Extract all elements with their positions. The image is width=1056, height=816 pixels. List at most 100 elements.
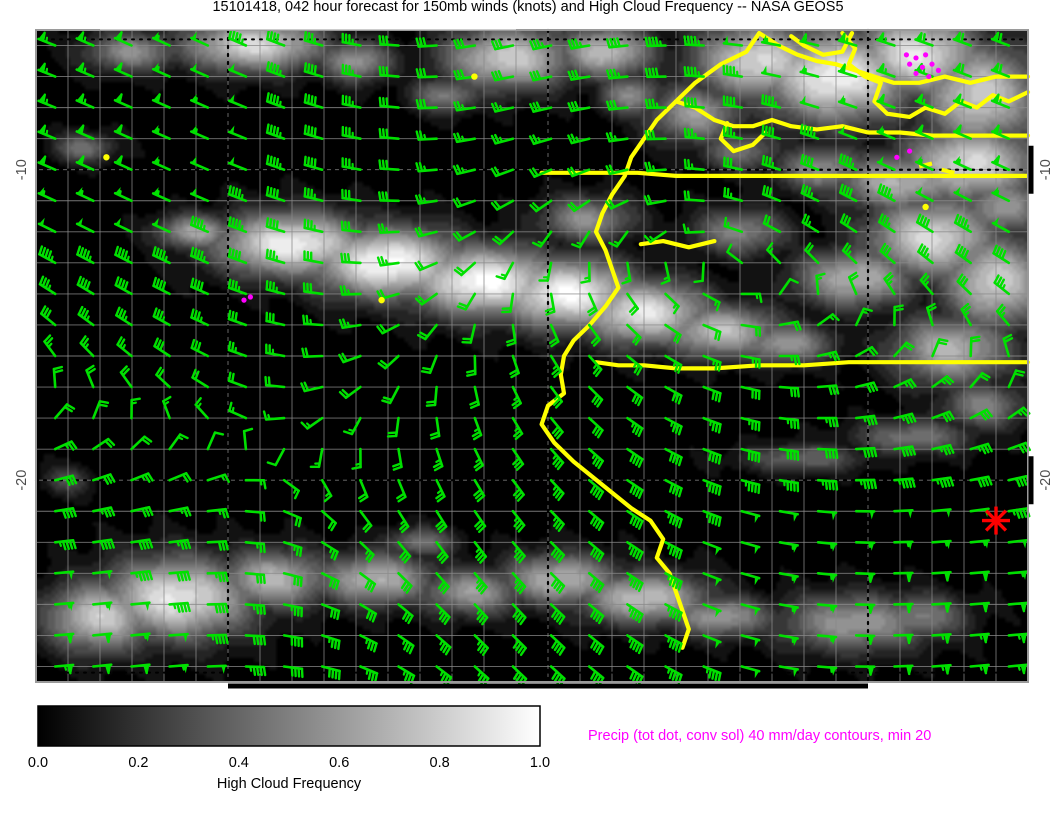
wind-barb [990,62,1011,78]
wind-barb [702,509,722,527]
wind-barb [392,447,403,471]
wind-barb [549,385,564,409]
wind-barb [152,246,171,265]
wind-barb [435,478,446,503]
wind-barb [876,155,896,171]
wind-barb [491,70,515,82]
wind-barb [854,381,879,393]
wind-barb [1007,601,1029,613]
wind-barb [397,509,410,534]
wind-barb [914,93,934,109]
wind-barb [702,540,722,556]
wind-barb [816,447,839,460]
wind-barb [75,31,95,47]
wind-barb [92,400,110,420]
wind-barb [854,571,876,583]
wind-barb [303,62,324,78]
wind-barb [876,93,896,109]
wind-barb [626,603,644,624]
wind-barb [549,509,565,532]
wind-barb [339,285,362,296]
wind-barb [799,33,820,47]
wind-barb [626,323,642,346]
wind-barb [265,61,286,78]
wind-barb [760,34,782,47]
wind-barb [376,255,400,267]
wind-barb [341,125,362,140]
wind-barb [473,509,487,534]
wind-barb [511,571,527,595]
wind-barb [265,311,286,327]
wind-barb [415,98,438,110]
wind-barb [854,307,873,327]
wind-barb [529,38,553,51]
wind-barb [816,384,840,396]
wind-barb [664,447,683,467]
wind-barb [740,323,762,338]
precip-legend-text: Precip (tot dot, conv sol) 40 mm/day con… [588,728,931,744]
wind-barb [282,509,302,528]
wind-barb [189,246,210,265]
wind-barb [567,199,591,213]
wind-barb [531,230,553,248]
wind-barb [549,603,566,625]
wind-barb [206,473,231,484]
wind-barb [227,125,248,140]
wind-barb [303,124,324,140]
wind-barb [130,397,141,420]
wind-barb [893,602,914,614]
wind-barb [548,323,560,348]
wind-barb [92,632,113,644]
wind-barb [893,378,917,389]
precip-dots [241,52,942,303]
wind-barb [893,445,917,457]
wind-barb [227,156,248,171]
wind-barb [397,634,415,655]
wind-barb [490,102,515,113]
wind-barb [626,416,644,438]
wind-barb [397,540,412,564]
wind-barb [341,188,362,203]
wind-barb [490,199,515,211]
wind-barb [320,540,339,561]
wind-barb [683,96,705,109]
wind-barb [511,447,525,471]
wind-barb [875,32,896,47]
wind-barb [228,401,248,420]
wind-barb [915,186,934,203]
wind-barb [587,571,605,594]
wind-barb [969,371,991,389]
wind-barb [320,478,333,503]
wind-barb [876,63,896,78]
wind-barb [300,381,324,393]
wind-barb [854,665,876,676]
wind-barb [778,277,799,296]
wind-barb [854,478,877,490]
wind-barb [452,230,477,242]
wind-barb [587,385,604,408]
wind-barb [511,634,527,657]
wind-barb [760,65,782,78]
wind-barb [340,252,362,265]
wind-barb [191,368,210,389]
wind-barb [841,242,858,265]
wind-barb [397,571,413,594]
wind-barb [549,354,562,379]
wind-barb [549,478,565,502]
wind-barb [473,478,486,503]
wind-barb [644,129,667,141]
wind-barb [53,632,75,644]
wind-barb [587,509,605,532]
wind-barb [381,385,400,405]
wind-barb [816,478,839,491]
wind-barb [990,31,1011,47]
wind-barb [580,261,591,284]
wind-barb [528,167,553,178]
wind-barb [722,95,744,109]
wind-barb [702,416,722,434]
wind-barb [587,478,605,501]
wind-barb [683,35,705,47]
wind-barb [37,124,57,140]
wind-barb [960,302,973,327]
wind-barb [309,447,324,469]
